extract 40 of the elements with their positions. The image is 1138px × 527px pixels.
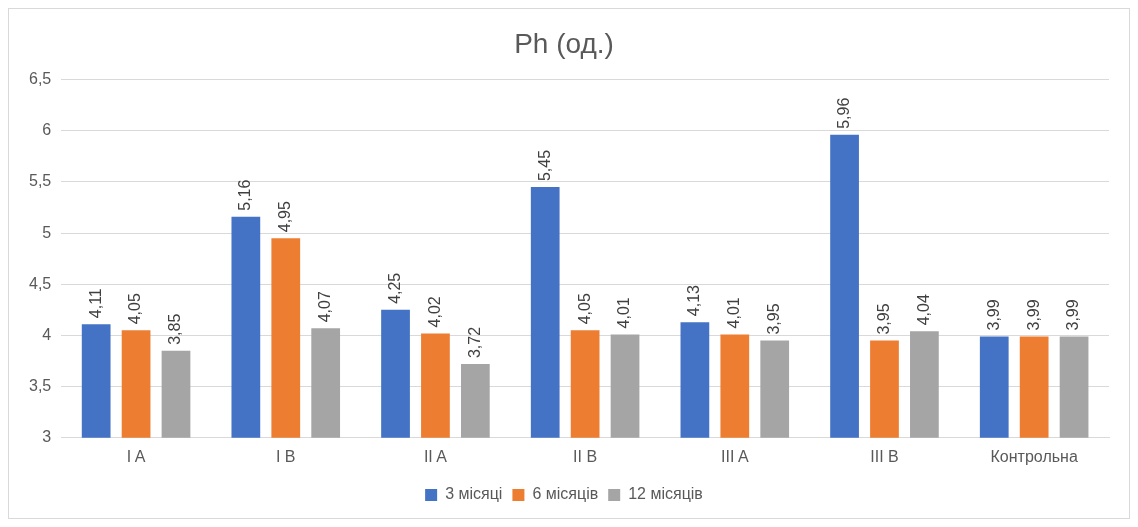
data-label: 3,99 (1024, 299, 1042, 331)
y-tick-label: 3 (42, 428, 52, 446)
data-label: 4,13 (685, 284, 703, 317)
x-tick-label: I B (275, 447, 296, 465)
data-label: 4,11 (86, 288, 104, 319)
data-label: 4,95 (276, 200, 294, 233)
y-tick-label: 3,5 (28, 377, 52, 395)
data-label: 3,99 (1064, 299, 1082, 331)
y-tick-label: 4 (42, 325, 52, 343)
data-label: 4,07 (316, 291, 334, 323)
y-tick-label: 6,5 (28, 70, 52, 88)
data-label: 3,95 (874, 303, 892, 335)
data-label: 4,05 (575, 293, 593, 325)
y-tick-label: 5 (42, 223, 52, 241)
y-tick-label: 6 (42, 121, 52, 139)
x-tick-label: I A (126, 447, 146, 465)
x-tick-label: Контрольна (990, 447, 1078, 465)
legend-label: 6 місяців (532, 485, 599, 503)
data-label: 4,04 (914, 294, 932, 326)
x-tick-label: II B (573, 447, 598, 465)
data-label: 4,02 (425, 296, 443, 328)
legend-label: 3 місяці (445, 485, 503, 503)
x-tick-label: III B (870, 447, 899, 465)
data-label: 5,16 (236, 179, 254, 211)
data-label: 5,96 (834, 97, 852, 129)
x-tick-label: II A (423, 447, 448, 465)
legend-label: 12 місяців (628, 485, 703, 503)
data-label: 4,01 (615, 297, 633, 329)
x-tick-label: III A (721, 447, 749, 465)
y-tick-label: 5,5 (28, 172, 52, 190)
data-label: 4,05 (126, 293, 144, 325)
chart-title: Ph (од.) (514, 27, 614, 59)
y-tick-label: 4,5 (28, 274, 52, 292)
data-label: 3,72 (465, 326, 483, 359)
data-label: 3,95 (765, 303, 783, 335)
data-label: 5,45 (535, 149, 553, 182)
data-label: 4,25 (385, 272, 403, 304)
data-label: 3,85 (166, 313, 184, 345)
data-label: 3,99 (984, 299, 1002, 331)
data-label: 4,01 (725, 297, 743, 329)
